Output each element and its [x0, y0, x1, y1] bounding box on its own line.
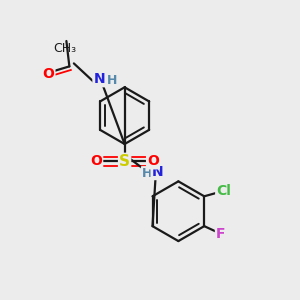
Text: N: N [93, 72, 105, 86]
Text: Cl: Cl [216, 184, 231, 198]
Text: H: H [142, 167, 152, 180]
Text: O: O [43, 67, 54, 81]
Text: H: H [106, 74, 117, 87]
Text: O: O [90, 154, 102, 168]
Text: O: O [147, 154, 159, 168]
Text: S: S [119, 154, 130, 169]
Text: CH₃: CH₃ [53, 42, 76, 55]
Text: N: N [152, 165, 163, 179]
Text: F: F [216, 226, 225, 241]
